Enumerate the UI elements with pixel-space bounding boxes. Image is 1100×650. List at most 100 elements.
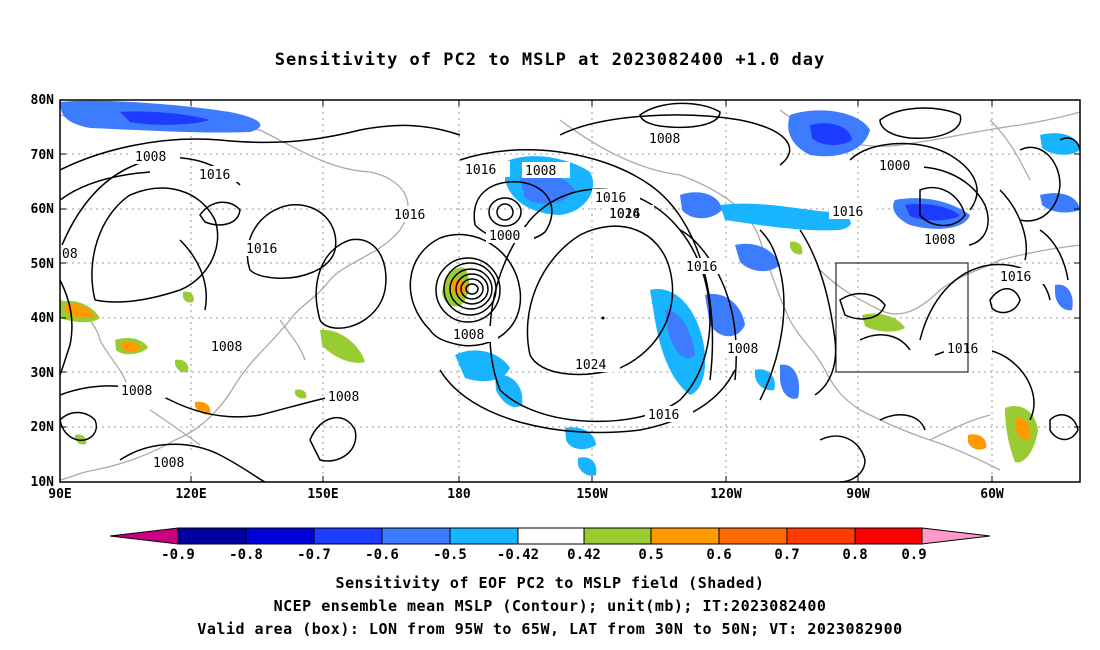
contour-label: 1008 xyxy=(453,328,484,343)
pos-patch xyxy=(175,359,189,373)
contour-label: 1016 xyxy=(246,242,277,257)
contour-label: 1016 xyxy=(832,205,863,220)
neg-patch xyxy=(780,364,800,399)
pos-patch xyxy=(1015,417,1031,440)
colorbar-label: -0.42 xyxy=(497,547,539,563)
lat-label: 60N xyxy=(31,202,55,217)
colorbar-label: 0.8 xyxy=(842,547,867,563)
neg-patch xyxy=(720,203,851,231)
colorbar-swatch xyxy=(583,527,652,545)
lon-label: 60W xyxy=(980,487,1004,502)
map-border xyxy=(59,99,1081,483)
chart-title: Sensitivity of PC2 to MSLP at 2023082400… xyxy=(274,50,826,70)
colorbar-swatch xyxy=(718,527,788,545)
lon-label: 120W xyxy=(710,487,741,502)
contour-label: 1016 xyxy=(648,408,679,423)
colorbar-swatch xyxy=(313,527,383,545)
caption-line-2: NCEP ensemble mean MSLP (Contour); unit(… xyxy=(273,597,827,615)
colorbar-label: 0.6 xyxy=(706,547,731,563)
colorbar-label: -0.9 xyxy=(161,547,195,563)
pos-patch xyxy=(66,303,95,319)
neg-patch xyxy=(810,123,852,146)
contour-label: 1016 xyxy=(199,168,230,183)
pos-patch xyxy=(122,341,141,352)
contour-label: 1008 xyxy=(121,384,152,399)
pos-patch xyxy=(183,291,194,303)
lat-label: 50N xyxy=(31,257,55,272)
neg-patch xyxy=(120,111,210,125)
colorbar-swatch xyxy=(245,527,315,545)
neg-patch xyxy=(495,374,523,408)
center-dot xyxy=(601,316,605,320)
contour-label: 1016 xyxy=(465,163,496,178)
lat-label: 20N xyxy=(31,420,55,435)
colorbar-min-arrow xyxy=(109,527,179,545)
neg-patch xyxy=(455,350,510,382)
colorbar-label: -0.7 xyxy=(297,547,331,563)
contour-label: 1008 xyxy=(525,164,556,179)
contour-label: 1008 xyxy=(211,340,242,355)
caption-line-1: Sensitivity of EOF PC2 to MSLP field (Sh… xyxy=(335,574,765,592)
colorbar-label: 0.7 xyxy=(774,547,799,563)
colorbar-swatch xyxy=(449,527,519,545)
pos-patch xyxy=(968,434,987,450)
pos-patch xyxy=(295,389,307,399)
coastlines xyxy=(60,109,1080,481)
colorbar-swatch xyxy=(517,527,585,545)
colorbar-swatch xyxy=(650,527,720,545)
colorbar-swatch xyxy=(854,527,923,545)
neg-patch xyxy=(755,369,775,391)
contour-labels: 1008 1016 1016 1016 1016 1008 1016 1008 … xyxy=(60,130,1045,471)
lon-label: 90W xyxy=(846,487,870,502)
colorbar xyxy=(109,527,991,545)
contour-label: 1024 xyxy=(575,358,606,373)
pos-patch xyxy=(862,313,905,332)
lon-label: 90E xyxy=(48,487,71,502)
lat-label: 10N xyxy=(31,475,55,490)
neg-patch xyxy=(905,204,960,221)
neg-patch xyxy=(680,192,722,219)
contour-label: 1008 xyxy=(727,342,758,357)
lat-label: 80N xyxy=(31,93,55,108)
contour-label: 1000 xyxy=(879,159,910,174)
colorbar-label: 0.9 xyxy=(901,547,926,563)
lon-label: 150E xyxy=(307,487,338,502)
contour-label: 1000 xyxy=(489,229,520,244)
neg-patch xyxy=(1055,284,1073,311)
contour-label: 1016 xyxy=(394,208,425,223)
contour-label: 1016 xyxy=(686,260,717,275)
contour-label: 1024 xyxy=(609,207,640,222)
neg-patch xyxy=(665,310,695,359)
neg-patch xyxy=(1040,193,1080,213)
contour-label: 1016 xyxy=(595,191,626,206)
pos-patch xyxy=(320,329,365,363)
contour-label: 1008 xyxy=(328,390,359,405)
contour-label: 1008 xyxy=(135,150,166,165)
neg-patch xyxy=(578,457,597,476)
colorbar-label: 0.42 xyxy=(567,547,601,563)
lon-axis-labels: 90E 120E 150E 180 150W 120W 90W 60W xyxy=(48,487,1004,502)
colorbar-max-arrow xyxy=(921,527,991,545)
tick-marks xyxy=(60,100,1080,482)
lat-label: 30N xyxy=(31,366,55,381)
contour-label: 1016 xyxy=(609,207,640,222)
contour-label: 1008 xyxy=(153,456,184,471)
map-frame-bg xyxy=(60,100,1080,482)
pos-patch xyxy=(790,241,803,255)
contour-label: 1008 xyxy=(924,233,955,248)
colorbar-swatch xyxy=(177,527,247,545)
caption-line-3: Valid area (box): LON from 95W to 65W, L… xyxy=(197,620,903,638)
contour-label: 1016 xyxy=(947,342,978,357)
colorbar-swatch xyxy=(381,527,451,545)
colorbar-label: 0.5 xyxy=(638,547,663,563)
colorbar-label: -0.6 xyxy=(365,547,399,563)
lon-label: 180 xyxy=(447,487,471,502)
colorbar-swatch xyxy=(786,527,856,545)
neg-patch xyxy=(735,243,780,272)
lon-label: 120E xyxy=(175,487,206,502)
colorbar-label: -0.8 xyxy=(229,547,263,563)
contour-label: 1008 xyxy=(649,132,680,147)
lon-label: 150W xyxy=(576,487,607,502)
colorbar-label: -0.5 xyxy=(433,547,467,563)
